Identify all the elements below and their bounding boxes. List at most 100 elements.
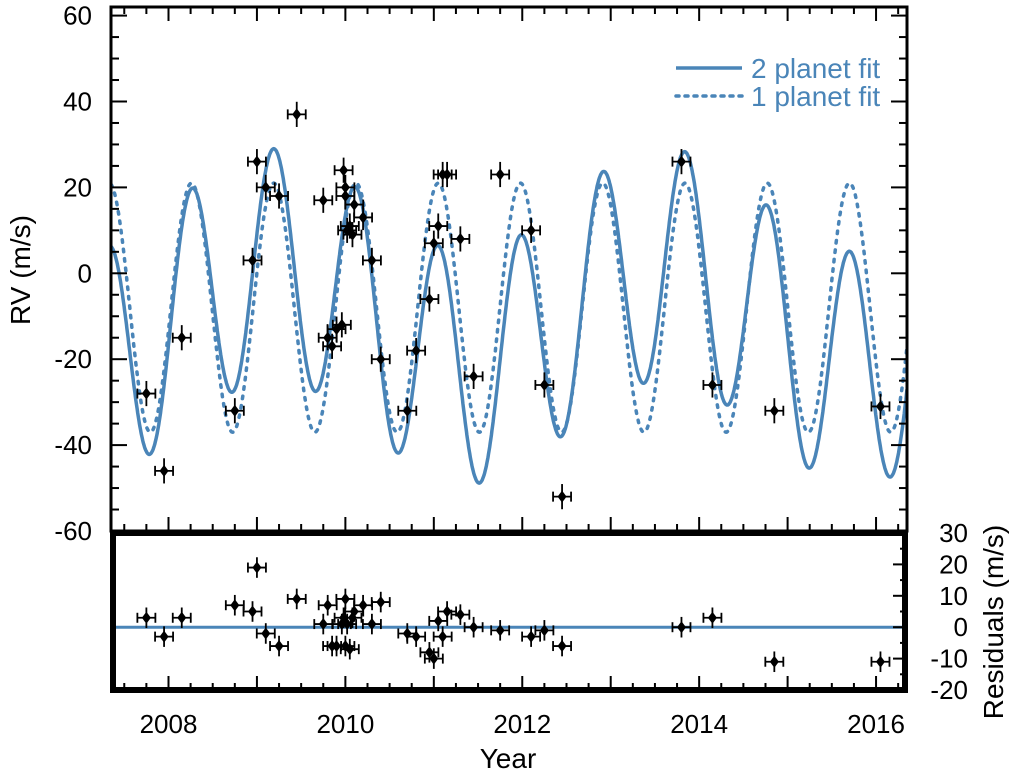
residual-marker — [323, 599, 333, 612]
rv-y-tick-label: 40 — [63, 86, 92, 116]
rv-panel: 60 40 20 0 -20 -40 -60 RV (m/s) 2 planet fit 1… — [5, 1, 909, 546]
rv-marker — [707, 378, 717, 391]
rv-point — [313, 187, 334, 213]
residual-marker — [411, 630, 421, 643]
rv-marker — [442, 168, 452, 181]
rv-marker — [323, 331, 333, 344]
rv-point — [286, 101, 307, 127]
residual-point — [437, 601, 457, 622]
x-axis-label: Year — [480, 743, 537, 774]
rv-point — [247, 149, 267, 175]
residual-point — [370, 591, 391, 613]
rv-point — [521, 217, 542, 243]
residual-point — [224, 594, 245, 616]
rv-point — [342, 222, 363, 248]
residual-y-tick-label: 10 — [939, 581, 968, 611]
residual-point — [521, 626, 542, 647]
rv-marker — [159, 464, 169, 477]
residual-point — [154, 626, 174, 647]
residual-marker — [159, 630, 169, 643]
legend-label-2-planet: 2 planet fit — [751, 53, 880, 84]
rv-marker — [557, 490, 567, 503]
rv-point — [450, 226, 471, 252]
rv-x-ticks — [123, 7, 900, 531]
rv-marker — [248, 254, 258, 267]
year-x-tick-label: 2016 — [847, 709, 905, 739]
residual-point — [419, 642, 440, 663]
rv-marker — [402, 404, 412, 417]
rv-point — [255, 174, 276, 200]
rv-point — [136, 380, 157, 407]
residual-marker — [261, 627, 271, 640]
rv-marker — [327, 340, 337, 353]
residual-point — [269, 635, 289, 657]
residual-marker — [230, 599, 240, 612]
rv-marker — [433, 220, 443, 233]
residual-point — [450, 604, 471, 625]
rv-point — [702, 372, 723, 398]
rv-marker — [539, 378, 549, 391]
residual-marker — [539, 624, 549, 637]
rv-point — [870, 393, 891, 420]
residual-point — [242, 601, 263, 622]
year-x-ticks: 2008 2010 2012 2014 2016 — [123, 676, 905, 739]
rv-point — [437, 161, 457, 188]
rv-y-tick-label: -20 — [54, 344, 92, 374]
residual-marker — [424, 646, 434, 659]
residual-y-tick-label: 0 — [954, 612, 968, 642]
residual-point — [870, 651, 891, 673]
residual-marker — [367, 618, 377, 631]
one-planet-fit-curve — [111, 181, 907, 435]
rv-point — [423, 230, 444, 256]
rv-marker — [177, 331, 187, 344]
rv-marker — [141, 387, 151, 400]
residual-marker — [292, 592, 302, 605]
residual-marker — [340, 592, 350, 605]
residual-marker — [274, 640, 284, 653]
residual-marker — [526, 630, 536, 643]
residual-marker — [676, 621, 686, 634]
rv-point — [224, 398, 245, 424]
rv-y-ticks: 60 40 20 0 -20 -40 -60 — [54, 1, 907, 546]
rv-point — [171, 325, 192, 351]
residual-marker — [358, 599, 368, 612]
residual-marker — [875, 655, 885, 668]
residual-point — [136, 607, 157, 629]
residual-point — [255, 623, 276, 644]
rv-marker — [318, 194, 328, 207]
residual-point — [286, 588, 307, 610]
residual-marker — [342, 618, 352, 631]
residual-point — [362, 613, 382, 635]
residual-marker — [141, 611, 151, 624]
residual-point — [463, 616, 484, 638]
residual-point — [534, 620, 555, 641]
rv-point — [331, 312, 352, 338]
residual-point — [552, 635, 572, 657]
rv-point — [671, 149, 692, 175]
rv-marker — [367, 254, 377, 267]
residual-marker — [557, 640, 567, 653]
residuals-y-axis-label: Residuals (m/s) — [978, 525, 1009, 719]
rv-marker — [347, 228, 357, 241]
rv-y-tick-label: 20 — [63, 172, 92, 202]
residual-point — [432, 626, 453, 647]
rv-model-curves — [111, 146, 907, 485]
two-planet-fit-curve — [111, 146, 907, 485]
rv-data-points — [136, 101, 891, 510]
rv-marker — [252, 155, 262, 168]
rv-marker — [376, 353, 386, 366]
residual-marker — [495, 624, 505, 637]
rv-marker — [292, 108, 302, 121]
rv-point — [269, 183, 289, 209]
year-x-tick-label: 2008 — [140, 709, 198, 739]
residual-marker — [349, 605, 359, 618]
rv-point — [370, 346, 391, 372]
residual-y-tick-label: -10 — [930, 644, 968, 674]
rv-marker — [424, 293, 434, 306]
residual-marker — [248, 605, 258, 618]
rv-point — [534, 372, 555, 398]
rv-marker — [337, 318, 347, 331]
